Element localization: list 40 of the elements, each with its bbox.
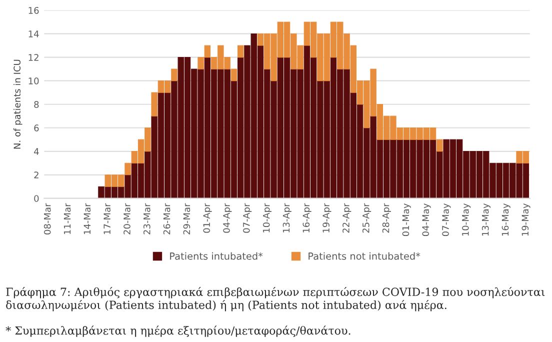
y-tick-label: 10 bbox=[28, 78, 39, 84]
y-tick-label: 0 bbox=[34, 195, 39, 202]
y-tick-label: 2 bbox=[34, 172, 38, 178]
y-tick-label: 8 bbox=[34, 101, 39, 108]
y-tick-label: 16 bbox=[28, 6, 39, 14]
bar bbox=[237, 45, 244, 58]
x-tick-label: 10-Apr bbox=[262, 203, 272, 232]
text: * Συμπεριλαμβάνεται η ημέρα εξιτηρίου/μεταφοράς/θανάτου. bbox=[6, 326, 350, 337]
x-tick-label: 25-Apr bbox=[362, 203, 372, 233]
x-tick-label: 13-Apr bbox=[282, 203, 292, 232]
y-tick-label: 6 bbox=[34, 124, 39, 132]
legend-label: Patients intubated* bbox=[170, 252, 263, 260]
x-tick-label: 19-Apr bbox=[322, 203, 332, 232]
x-tick-label: 23-Mar bbox=[143, 203, 150, 234]
legend-label: Patients not intubated* bbox=[308, 252, 420, 260]
x-tick-label: 16-May bbox=[502, 203, 510, 236]
x-tick-label: 07-Apr bbox=[243, 203, 252, 233]
x-tick-label: 11-Mar bbox=[64, 203, 71, 234]
y-tick-label: 14 bbox=[28, 30, 39, 38]
x-tick-label: 28-Apr bbox=[382, 203, 391, 233]
x-tick-label: 20-Mar bbox=[124, 203, 130, 234]
x-tick-label: 07-May bbox=[442, 203, 451, 236]
x-tick-label: 16-Apr bbox=[302, 203, 312, 232]
x-tick-label: 14-Mar bbox=[84, 203, 91, 234]
x-tick-label: 01-Apr bbox=[203, 203, 212, 233]
x-tick-label: 08-Mar bbox=[44, 203, 51, 234]
x-tick-label: 04-Apr bbox=[223, 203, 232, 233]
x-tick-label: 29-Mar bbox=[183, 203, 190, 234]
x-tick-label: 10-May bbox=[462, 203, 471, 236]
y-tick-label: 4 bbox=[34, 148, 39, 155]
x-tick-label: 04-May bbox=[422, 203, 431, 236]
x-tick-label: 26-Mar bbox=[163, 203, 170, 234]
y-tick-label: 12 bbox=[28, 54, 38, 61]
y-axis-title: N. of patients in ICU bbox=[14, 60, 22, 149]
x-tick-label: 19-May bbox=[522, 203, 530, 236]
x-tick-label: 17-Mar bbox=[104, 203, 110, 234]
text: Γράφημα 7: Αριθμός εργαστηριακά επιβεβαιωμένων περιπτώσεων COVID-19 που νοσηλεύονται διασωληνωμένοι (Patients intubated) ή μη (Patients not intubated) ανά ημέρα. bbox=[6, 287, 545, 312]
x-tick-label: 22-Apr bbox=[342, 203, 352, 233]
x-tick-label: 01-May bbox=[402, 203, 411, 236]
x-tick-label: 13-May bbox=[482, 203, 490, 236]
